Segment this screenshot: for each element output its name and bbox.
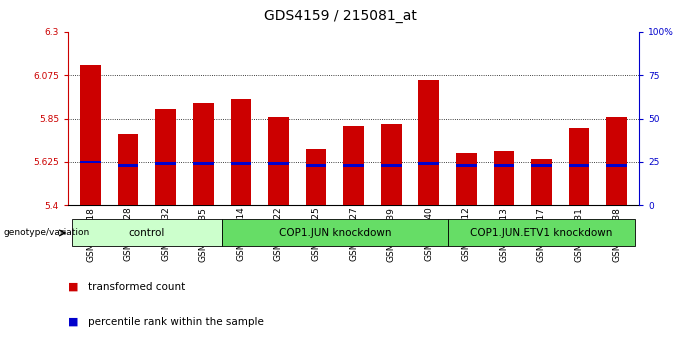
Bar <box>456 153 477 205</box>
Bar <box>268 117 289 205</box>
Bar <box>568 164 590 167</box>
Bar <box>494 152 514 205</box>
Text: ■: ■ <box>68 317 78 327</box>
Bar <box>418 162 439 165</box>
Bar <box>447 219 635 246</box>
Text: GDS4159 / 215081_at: GDS4159 / 215081_at <box>264 9 416 23</box>
Bar <box>531 159 552 205</box>
Text: COP1.JUN knockdown: COP1.JUN knockdown <box>279 228 391 238</box>
Bar <box>343 164 364 167</box>
Bar <box>231 162 251 165</box>
Bar <box>306 149 326 205</box>
Bar <box>231 99 251 205</box>
Text: control: control <box>129 228 165 238</box>
Bar <box>306 164 326 167</box>
Text: percentile rank within the sample: percentile rank within the sample <box>88 317 265 327</box>
Bar <box>193 103 214 205</box>
Bar <box>568 128 590 205</box>
Bar <box>118 134 139 205</box>
Bar <box>155 109 176 205</box>
Bar <box>607 164 627 167</box>
Bar <box>268 162 289 165</box>
Bar <box>531 164 552 167</box>
Bar <box>607 117 627 205</box>
Bar <box>118 164 139 167</box>
Text: ■: ■ <box>68 282 78 292</box>
Bar <box>80 65 101 205</box>
Bar <box>494 164 514 167</box>
Bar <box>381 124 401 205</box>
Bar <box>381 164 401 167</box>
Bar <box>222 219 447 246</box>
Bar <box>155 162 176 165</box>
Text: transformed count: transformed count <box>88 282 186 292</box>
Bar <box>72 219 222 246</box>
Bar <box>193 162 214 165</box>
Bar <box>456 164 477 167</box>
Text: COP1.JUN.ETV1 knockdown: COP1.JUN.ETV1 knockdown <box>471 228 613 238</box>
Text: genotype/variation: genotype/variation <box>3 228 90 238</box>
Bar <box>343 126 364 205</box>
Bar <box>80 160 101 164</box>
Bar <box>418 80 439 205</box>
